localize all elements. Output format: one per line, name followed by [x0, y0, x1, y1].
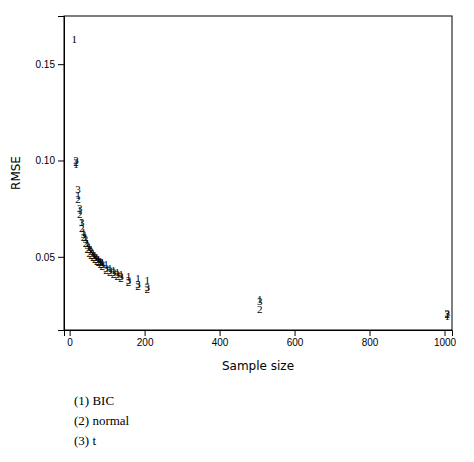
points: 1111111111111111111111111122222222222222…	[71, 33, 450, 322]
y-axis-title: RMSE	[9, 156, 23, 190]
tick: 0.05	[36, 251, 64, 262]
x-axis-title: Sample size	[222, 359, 294, 373]
legend-entry: (1) BIC	[74, 393, 114, 408]
series: 11111111111111111111111111	[71, 33, 450, 322]
point-marker: 3	[79, 216, 85, 228]
series: 3333333333333333333333333	[73, 154, 450, 318]
x-axis: 0 200 400 600 800 1000	[65, 330, 457, 348]
point-marker: 1	[79, 216, 85, 228]
point-marker: 3	[77, 202, 83, 214]
point-marker: 1	[71, 33, 77, 45]
point-marker: 3	[145, 281, 151, 293]
tick-label: 1000	[434, 337, 457, 348]
point-marker: 3	[135, 278, 141, 290]
legend: (1) BIC (2) normal (3) t	[74, 393, 130, 448]
point-marker: 3	[118, 270, 124, 282]
plot: 020040060080010000.050.100.1511111111111…	[36, 16, 457, 348]
point-marker: 3	[257, 295, 263, 307]
axis-line	[58, 17, 65, 331]
tick: 0.10	[36, 155, 64, 166]
tick-label: 400	[212, 337, 229, 348]
chart: 020040060080010000.050.100.1511111111111…	[0, 0, 474, 462]
tick-label: 0.15	[36, 59, 56, 70]
legend-entry: (2) normal	[74, 413, 130, 428]
tick-label: 600	[287, 337, 304, 348]
axis-line	[65, 331, 453, 337]
tick-mark	[295, 330, 296, 336]
tick-label: 800	[362, 337, 379, 348]
tick: 0.15	[36, 59, 64, 70]
tick-mark	[58, 64, 64, 65]
tick: 800	[362, 330, 379, 348]
tick-mark	[58, 257, 64, 258]
tick: 200	[137, 330, 154, 348]
point-marker: 3	[126, 274, 132, 286]
tick: 1000	[434, 330, 457, 348]
tick-label: 0.05	[36, 251, 56, 262]
tick-mark	[220, 330, 221, 336]
tick-mark	[58, 160, 64, 161]
tick-label: 0.10	[36, 155, 56, 166]
tick-label: 200	[137, 337, 154, 348]
plot-frame	[64, 16, 452, 330]
y-axis: 0.05 0.10 0.15	[36, 17, 65, 331]
point-marker: 3	[75, 183, 81, 195]
series: 2222222222222222222222222	[73, 156, 450, 320]
tick-mark	[145, 330, 146, 336]
tick: 0	[67, 330, 73, 348]
point-marker: 3	[73, 154, 79, 166]
tick-mark	[70, 330, 71, 336]
tick-mark	[370, 330, 371, 336]
tick: 600	[287, 330, 304, 348]
tick: 400	[212, 330, 229, 348]
tick-label: 0	[67, 337, 73, 348]
point-marker: 3	[445, 307, 451, 319]
tick-mark	[445, 330, 446, 336]
legend-entry: (3) t	[74, 433, 96, 448]
